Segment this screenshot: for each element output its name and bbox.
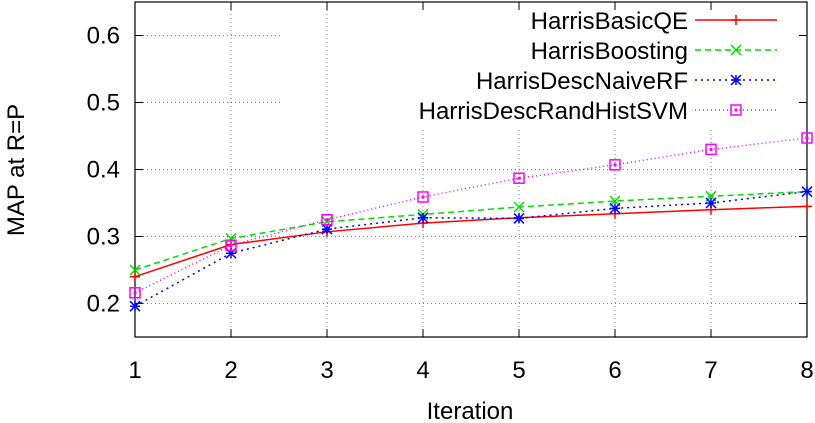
marker-stroke	[133, 291, 137, 295]
data-point	[801, 132, 813, 144]
marker-stroke	[709, 147, 713, 151]
x-tick-label: 5	[512, 357, 525, 384]
marker-stroke	[129, 264, 141, 276]
legend-swatch-marker	[730, 44, 742, 56]
legend-swatch-marker	[730, 74, 742, 86]
y-tick-label: 0.3	[87, 224, 120, 251]
legend-label: HarrisBasicQE	[531, 8, 688, 35]
data-point	[225, 239, 237, 251]
legend: HarrisBasicQE HarrisBoosting HarrisDescNai…	[419, 8, 777, 125]
x-tick-label: 6	[608, 357, 621, 384]
x-tick-label: 1	[128, 357, 141, 384]
legend-label: HarrisDescNaiveRF	[476, 68, 688, 95]
data-point	[130, 271, 140, 282]
x-tick-label: 2	[224, 357, 237, 384]
data-point	[609, 159, 621, 171]
series-line	[134, 137, 808, 294]
marker-stroke	[730, 74, 742, 86]
data-point	[417, 191, 429, 203]
data-point	[609, 202, 621, 214]
series-HarrisBoosting	[129, 186, 813, 276]
y-tick-label: 0.2	[87, 291, 120, 318]
x-tick-label: 7	[704, 357, 717, 384]
marker-stroke	[417, 191, 429, 203]
marker-stroke	[321, 223, 333, 235]
marker-stroke	[730, 104, 742, 116]
y-tick-label: 0.4	[87, 157, 120, 184]
marker-stroke	[734, 108, 738, 112]
data-point	[705, 143, 717, 156]
series-HarrisDescRandHistSVM	[129, 132, 813, 299]
data-point	[801, 186, 813, 198]
x-tick-label: 8	[800, 357, 813, 384]
grid-lines	[135, 2, 807, 337]
data-point	[129, 300, 141, 312]
data-point	[321, 214, 333, 226]
marker-stroke	[730, 44, 742, 56]
legend-swatch-marker	[730, 104, 742, 116]
data-point	[417, 212, 429, 224]
data-point	[225, 232, 237, 245]
data-point	[129, 287, 141, 299]
series-HarrisDescNaiveRF	[129, 186, 813, 312]
marker-stroke	[513, 212, 525, 224]
marker-stroke	[613, 163, 617, 167]
series-line	[134, 190, 808, 271]
marker-stroke	[801, 186, 813, 198]
marker-stroke	[129, 287, 141, 299]
marker-stroke	[609, 159, 621, 171]
y-axis-label: MAP at R=P	[3, 104, 30, 236]
y-tick-label: 0.6	[87, 23, 120, 50]
marker-stroke	[129, 300, 141, 312]
data-point	[802, 201, 812, 212]
series-line	[134, 205, 808, 278]
data-point	[513, 212, 525, 224]
marker-stroke	[609, 202, 621, 214]
marker-stroke	[705, 143, 717, 156]
marker-stroke	[325, 218, 329, 222]
data-point	[705, 197, 717, 209]
legend-label: HarrisBoosting	[531, 38, 688, 65]
marker-stroke	[421, 195, 425, 199]
data-point	[513, 201, 525, 213]
marker-stroke	[225, 239, 237, 251]
series-HarrisBasicQE	[130, 201, 812, 282]
marker-stroke	[805, 136, 809, 140]
axis-ticks: 1 2 3 4 5 6 7 8 0.2 0.3 0.4 0.5 0.6	[87, 2, 814, 384]
marker-stroke	[225, 232, 237, 245]
series-layer	[129, 132, 813, 312]
marker-stroke	[513, 172, 525, 184]
x-tick-label: 3	[320, 357, 333, 384]
x-tick-label: 4	[416, 357, 429, 384]
legend-label: HarrisDescRandHistSVM	[419, 98, 688, 125]
marker-stroke	[517, 176, 521, 180]
y-tick-label: 0.5	[87, 90, 120, 117]
series-line	[134, 190, 808, 307]
marker-stroke	[417, 212, 429, 224]
data-point	[129, 264, 141, 276]
marker-stroke	[705, 197, 717, 209]
x-axis-label: Iteration	[427, 398, 514, 423]
data-point	[321, 223, 333, 235]
marker-stroke	[801, 132, 813, 144]
data-point	[513, 172, 525, 184]
legend-swatch-marker	[731, 15, 741, 25]
marker-stroke	[229, 243, 233, 247]
marker-stroke	[321, 214, 333, 226]
marker-stroke	[513, 201, 525, 213]
